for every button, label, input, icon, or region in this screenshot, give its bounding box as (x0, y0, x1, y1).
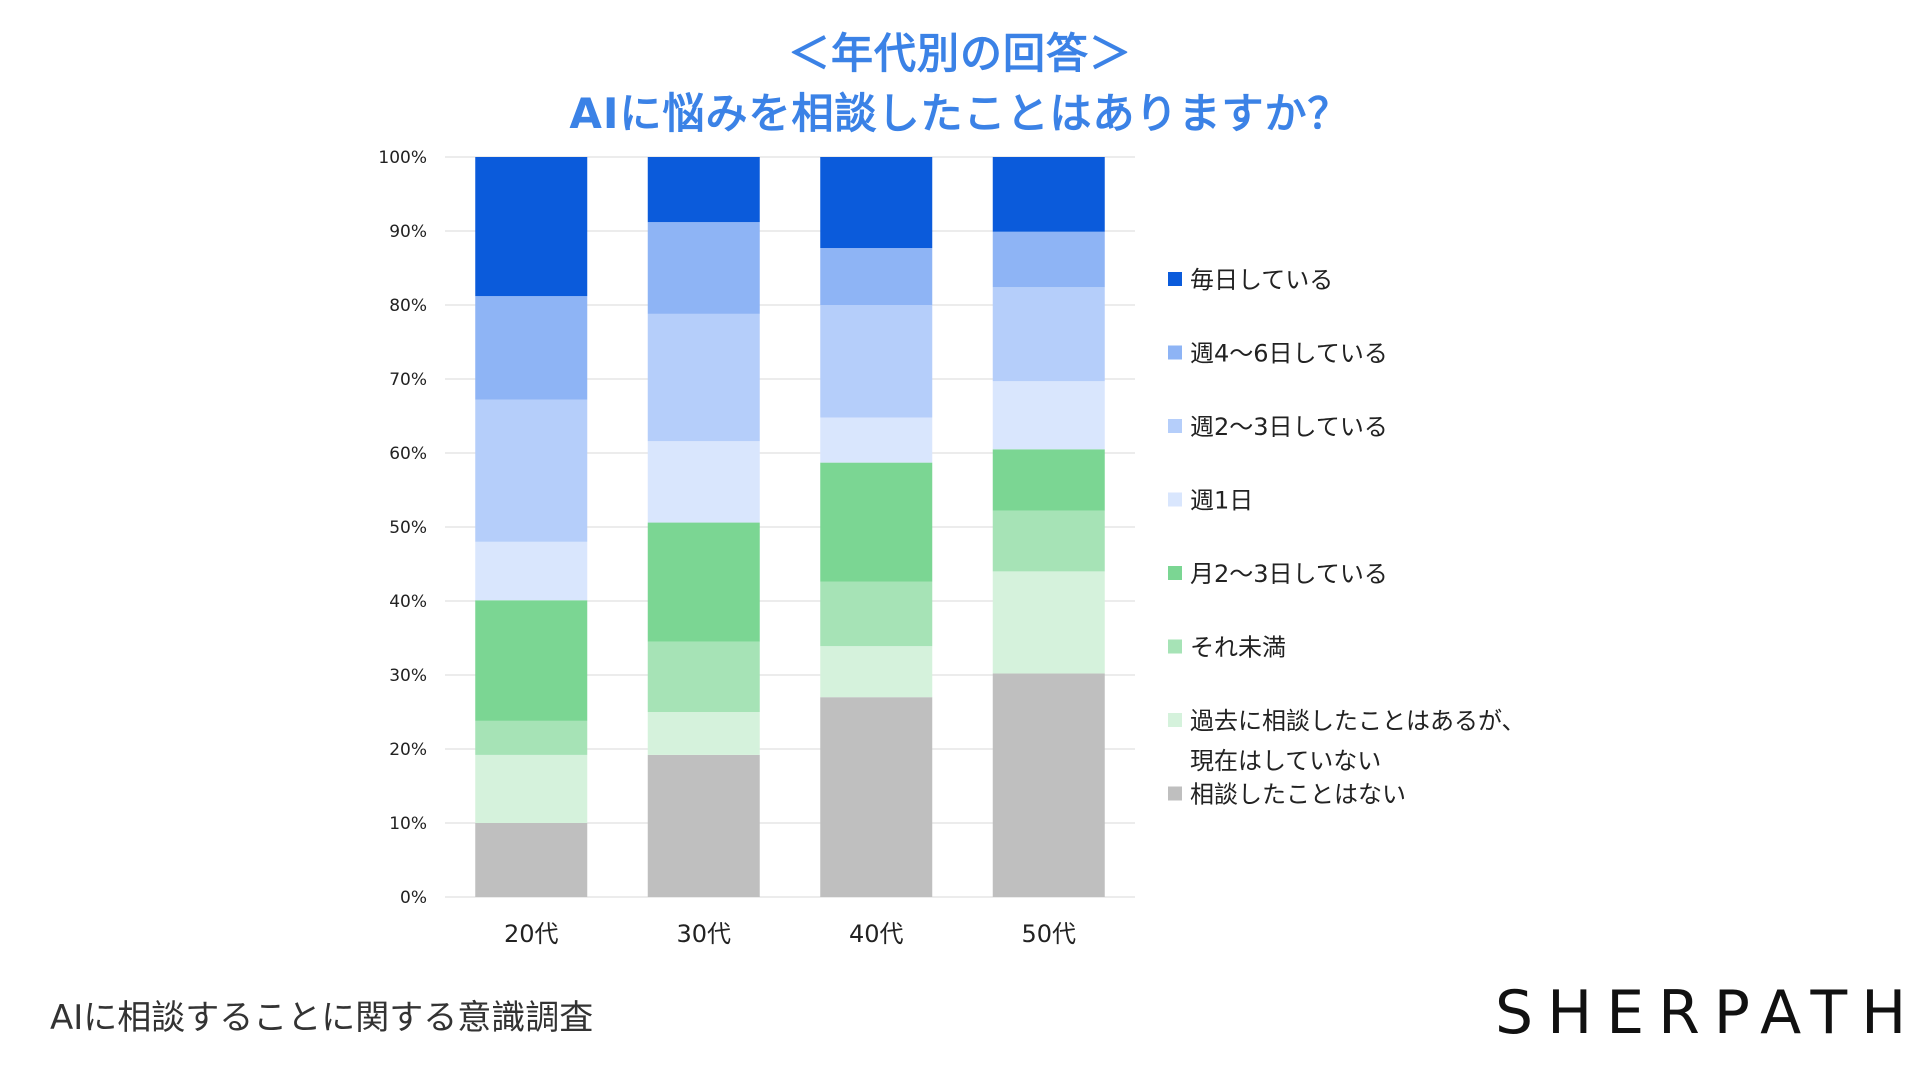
bar-segment (820, 462, 933, 582)
legend-label: 週4〜6日している (1190, 340, 1388, 368)
bar-segment (820, 581, 933, 647)
bar-segment (820, 697, 933, 897)
bar-segment (992, 231, 1105, 288)
bar-segment (820, 305, 933, 418)
bar-segment (475, 399, 588, 542)
legend-swatch (1168, 713, 1182, 727)
y-tick-label: 20% (389, 740, 427, 760)
bar-segment (475, 600, 588, 721)
chart-title: ＜年代別の回答＞ (787, 29, 1132, 78)
legend-swatch (1168, 566, 1182, 580)
y-tick-label: 80% (389, 296, 427, 316)
bar-segment (647, 441, 760, 523)
legend-swatch (1168, 419, 1182, 433)
y-tick-label: 50% (389, 518, 427, 538)
legend-label: それ未満 (1190, 634, 1286, 662)
bar-segment (647, 754, 760, 897)
legend-swatch (1168, 492, 1182, 507)
legend-label: 相談したことはない (1190, 781, 1406, 809)
legend-swatch (1168, 639, 1182, 654)
chart-subtitle: AIに悩みを相談したことはありますか？ (569, 89, 1351, 138)
y-tick-label: 0% (400, 888, 427, 908)
bar-segment (992, 571, 1105, 674)
bar-segment (647, 313, 760, 442)
bar-segment (992, 381, 1105, 450)
bar-segment (647, 641, 760, 712)
bar-segment (992, 510, 1105, 572)
bar-segment (820, 248, 933, 305)
bar-segment (475, 541, 588, 601)
bar-segment (475, 823, 588, 897)
legend-label: 毎日している (1190, 266, 1333, 294)
legend-label: 週1日 (1190, 487, 1253, 515)
bar-segment (647, 522, 760, 642)
y-tick-label: 90% (389, 222, 427, 242)
bar-segment (647, 157, 760, 223)
bar-segment (820, 417, 933, 463)
legend-label: 現在はしていない (1190, 747, 1381, 775)
bar-segment (647, 712, 760, 755)
bar-segment (475, 754, 588, 823)
x-tick-label: 50代 (1021, 920, 1076, 948)
bar-segment (647, 222, 760, 314)
bar-segment (992, 449, 1105, 511)
y-tick-label: 10% (389, 814, 427, 834)
bar-segment (820, 157, 933, 249)
y-tick-label: 60% (389, 444, 427, 464)
bar-segment (475, 296, 588, 400)
brand-logo: SHERPATH (1495, 978, 1920, 1048)
bar-segment (992, 673, 1105, 897)
y-tick-label: 70% (389, 370, 427, 390)
bar-segment (475, 157, 588, 297)
x-tick-label: 20代 (504, 920, 559, 948)
bar-segment (475, 720, 588, 755)
x-tick-label: 40代 (849, 920, 904, 948)
footer-caption: AIに相談することに関する意識調査 (50, 998, 594, 1038)
y-tick-label: 40% (389, 592, 427, 612)
bar-segment (992, 287, 1105, 382)
y-tick-label: 30% (389, 666, 427, 686)
x-tick-label: 30代 (676, 920, 731, 948)
bar-segment (992, 157, 1105, 232)
legend-label: 週2〜3日している (1190, 413, 1388, 441)
bar-segment (820, 646, 933, 698)
legend-swatch (1168, 786, 1182, 801)
legend-swatch (1168, 345, 1182, 360)
y-tick-label: 100% (378, 148, 427, 168)
legend-label: 過去に相談したことはあるが、 (1190, 707, 1526, 735)
legend-label: 月2〜3日している (1190, 560, 1388, 588)
legend-swatch (1168, 272, 1182, 286)
